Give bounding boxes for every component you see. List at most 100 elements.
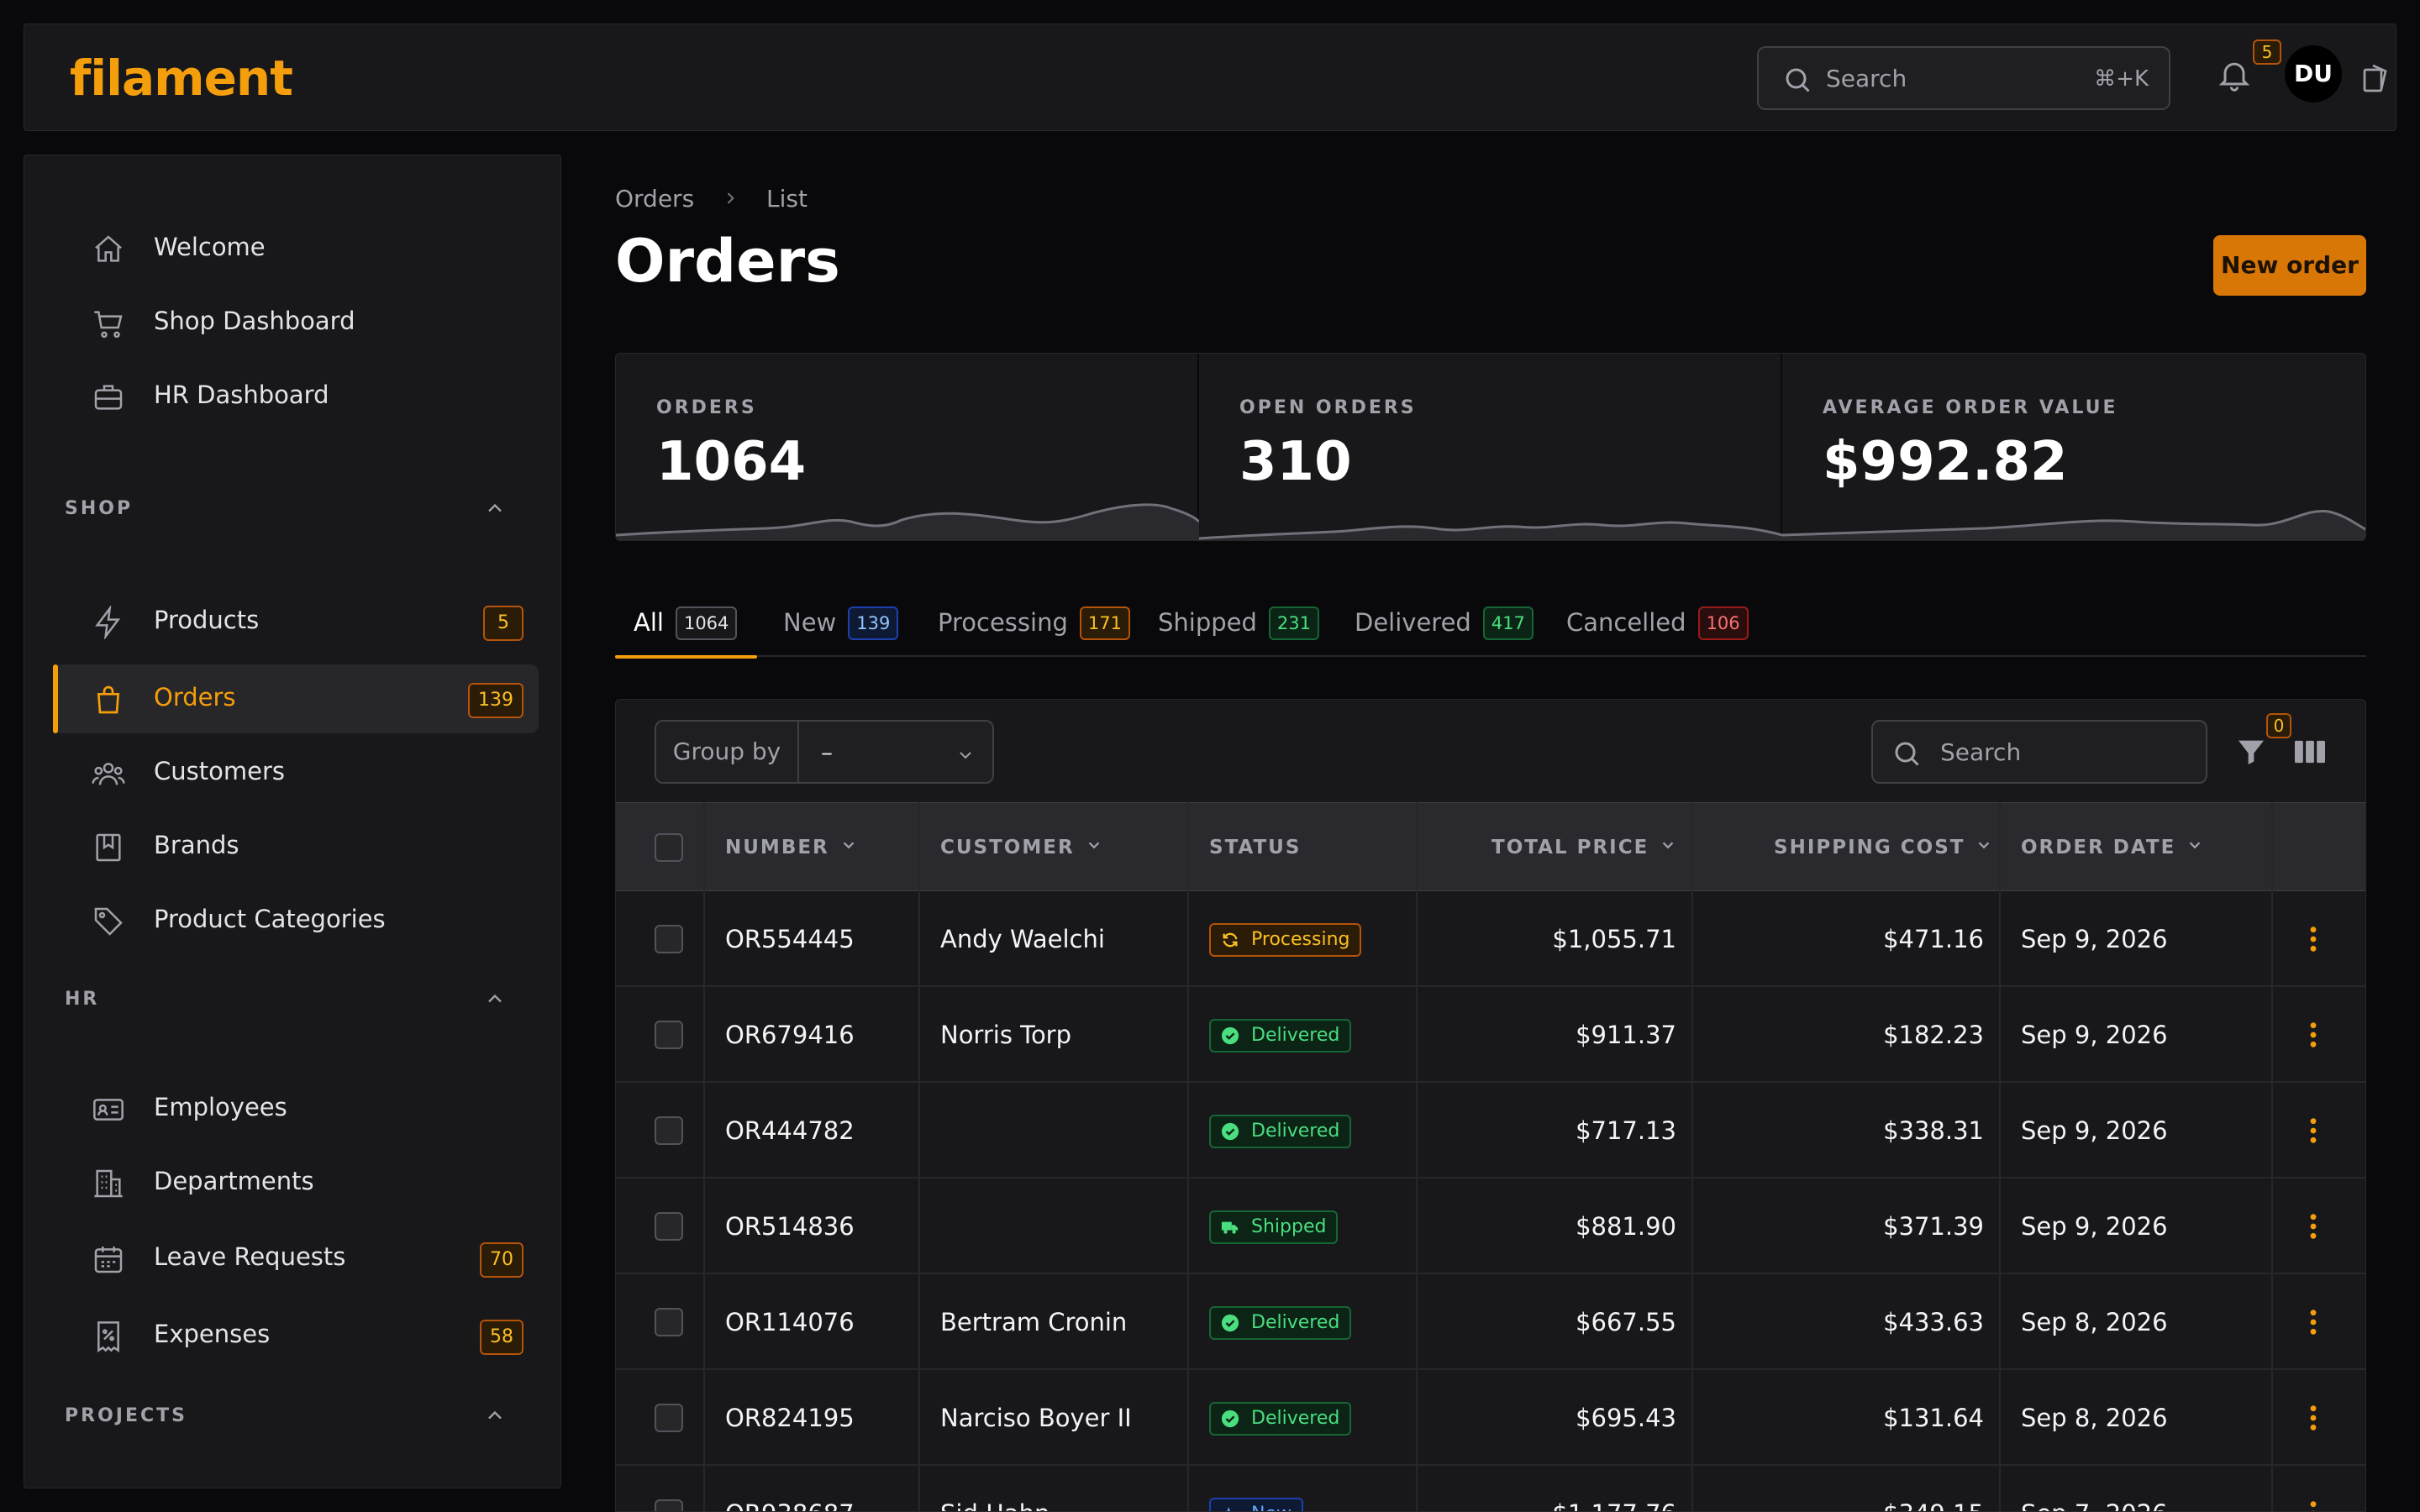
column-header-customer[interactable]: CUSTOMER	[940, 803, 1103, 892]
group-by-select[interactable]: Group by –	[655, 720, 994, 784]
sidebar-item-label: Welcome	[154, 233, 266, 261]
sidebar-item-products[interactable]: Products 5	[53, 587, 539, 656]
table-row[interactable]: OR114076 Bertram Cronin Delivered $667.5…	[616, 1274, 2365, 1370]
select-all-checkbox[interactable]	[655, 833, 683, 862]
column-divider	[703, 802, 705, 1511]
sidebar-group-projects: PROJECTS	[65, 1405, 187, 1426]
row-checkbox[interactable]	[655, 1404, 683, 1432]
row-checkbox[interactable]	[655, 1308, 683, 1336]
tab-processing[interactable]: Processing 171	[938, 606, 1130, 657]
row-actions-icon[interactable]	[2303, 1116, 2323, 1148]
chevron-down-icon	[839, 804, 858, 893]
tag-icon	[92, 905, 125, 938]
sidebar-item-badge: 70	[480, 1242, 523, 1278]
sidebar-group-shop: SHOP	[65, 498, 134, 519]
sidebar-item-badge: 5	[483, 606, 523, 641]
tab-cancelled[interactable]: Cancelled 106	[1566, 606, 1749, 657]
status-badge: Delivered	[1209, 1115, 1352, 1148]
sidebar-item-customers[interactable]: Customers	[53, 738, 539, 807]
tab-delivered[interactable]: Delivered 417	[1355, 606, 1534, 657]
search-icon	[1891, 738, 1922, 772]
stat-label: AVERAGE ORDER VALUE	[1823, 397, 2118, 418]
sidebar-item-label: Expenses	[154, 1320, 271, 1348]
sidebar-item-label: Orders	[154, 683, 236, 711]
table-header: NUMBER CUSTOMER STATUS TOTAL PRICE SHIPP…	[616, 802, 2365, 892]
sidebar-item-shop-dashboard[interactable]: Shop Dashboard	[53, 288, 539, 357]
tab-shipped[interactable]: Shipped 231	[1158, 606, 1320, 657]
column-label: STATUS	[1209, 837, 1302, 858]
shipping-cost: $433.63	[1883, 1308, 1984, 1336]
refresh-icon	[1223, 932, 1238, 948]
search-icon	[1782, 65, 1812, 98]
column-header-shipping-cost[interactable]: SHIPPING COST	[1774, 803, 1993, 892]
sidebar-item-leave-requests[interactable]: Leave Requests 70	[53, 1224, 539, 1293]
row-actions-icon[interactable]	[2303, 1308, 2323, 1340]
column-header-total-price[interactable]: TOTAL PRICE	[1491, 803, 1677, 892]
stat-value: $992.82	[1823, 431, 2068, 493]
tab-count-badge: 417	[1482, 606, 1534, 640]
sidebar-item-brands[interactable]: Brands	[53, 812, 539, 881]
stats-overview: ORDERS 1064 OPEN ORDERS 310 AVERAGE ORDE…	[615, 353, 2366, 541]
brand-logo[interactable]: filament	[70, 50, 293, 107]
stat-open-orders: OPEN ORDERS 310	[1199, 354, 1782, 540]
user-avatar[interactable]: DU	[2285, 45, 2342, 102]
chevron-up-icon[interactable]	[483, 987, 507, 1014]
order-number: OR114076	[725, 1308, 855, 1336]
column-divider	[1999, 802, 2001, 1511]
sidebar-item-label: Leave Requests	[154, 1242, 346, 1271]
table-search-input[interactable]: Search	[1871, 720, 2207, 784]
tab-label: New	[783, 608, 837, 637]
row-actions-icon[interactable]	[2303, 925, 2323, 957]
new-order-button[interactable]: New order	[2213, 235, 2366, 296]
shipping-cost: $471.16	[1883, 925, 1984, 953]
column-header-status: STATUS	[1209, 803, 1301, 892]
row-checkbox[interactable]	[655, 1021, 683, 1049]
row-checkbox[interactable]	[655, 1116, 683, 1145]
sidebar-item-hr-dashboard[interactable]: HR Dashboard	[53, 362, 539, 431]
sidebar-item-product-categories[interactable]: Product Categories	[53, 886, 539, 955]
row-checkbox[interactable]	[655, 1212, 683, 1241]
tab-label: Shipped	[1158, 608, 1257, 637]
stat-sparkline	[616, 503, 1199, 540]
table-row[interactable]: OR554445 Andy Waelchi Processing $1,055.…	[616, 891, 2365, 987]
column-header-number[interactable]: NUMBER	[725, 803, 858, 892]
global-search-input[interactable]: Search ⌘+K	[1757, 46, 2170, 110]
table-row[interactable]: OR679416 Norris Torp Delivered $911.37 $…	[616, 987, 2365, 1083]
sidebar-item-orders[interactable]: Orders 139	[53, 664, 539, 733]
sidebar-item-label: Departments	[154, 1167, 314, 1195]
table-row[interactable]: OR938687 Sid Hahn New $1,177.76 $349.15 …	[616, 1466, 2365, 1511]
row-actions-icon[interactable]	[2303, 1212, 2323, 1244]
notifications-bell-icon[interactable]	[2216, 55, 2253, 98]
column-divider	[1416, 802, 1418, 1511]
sidebar-item-expenses[interactable]: Expenses 58	[53, 1301, 539, 1370]
breadcrumb: Orders List	[615, 185, 808, 213]
sidebar-item-employees[interactable]: Employees	[53, 1074, 539, 1143]
customer-name: Bertram Cronin	[940, 1308, 1128, 1336]
row-actions-icon[interactable]	[2303, 1021, 2323, 1053]
chevron-down-icon	[1085, 804, 1103, 893]
row-actions-icon[interactable]	[2303, 1404, 2323, 1436]
shipping-cost: $349.15	[1691, 1466, 1984, 1511]
table-row[interactable]: OR514836 Shipped $881.90 $371.39 Sep 9, …	[616, 1179, 2365, 1274]
group-by-label: Group by	[656, 722, 799, 782]
filter-icon[interactable]	[2234, 735, 2268, 772]
status-badge: Delivered	[1209, 1306, 1352, 1340]
sidebar-item-departments[interactable]: Departments	[53, 1148, 539, 1217]
table-row[interactable]: OR824195 Narciso Boyer II Delivered $695…	[616, 1370, 2365, 1466]
column-header-order-date[interactable]: ORDER DATE	[2021, 803, 2204, 892]
tab-new[interactable]: New 139	[783, 606, 899, 657]
status-label: Delivered	[1251, 1121, 1340, 1142]
columns-toggle-icon[interactable]	[2293, 737, 2327, 770]
table-row[interactable]: OR444782 Delivered $717.13 $338.31 Sep 9…	[616, 1083, 2365, 1179]
breadcrumb-orders[interactable]: Orders	[615, 185, 695, 213]
sidebar-item-welcome[interactable]: Welcome	[53, 214, 539, 283]
tab-all[interactable]: All 1064	[614, 606, 758, 659]
row-actions-icon[interactable]	[2303, 1499, 2323, 1511]
chevron-up-icon[interactable]	[483, 496, 507, 523]
sidebar-item-label: Brands	[154, 831, 239, 859]
row-checkbox[interactable]	[655, 925, 683, 953]
chevron-up-icon[interactable]	[483, 1404, 507, 1431]
row-checkbox[interactable]	[655, 1499, 683, 1511]
stat-sparkline	[1199, 521, 1782, 540]
theme-toggle-icon[interactable]	[2360, 61, 2394, 98]
